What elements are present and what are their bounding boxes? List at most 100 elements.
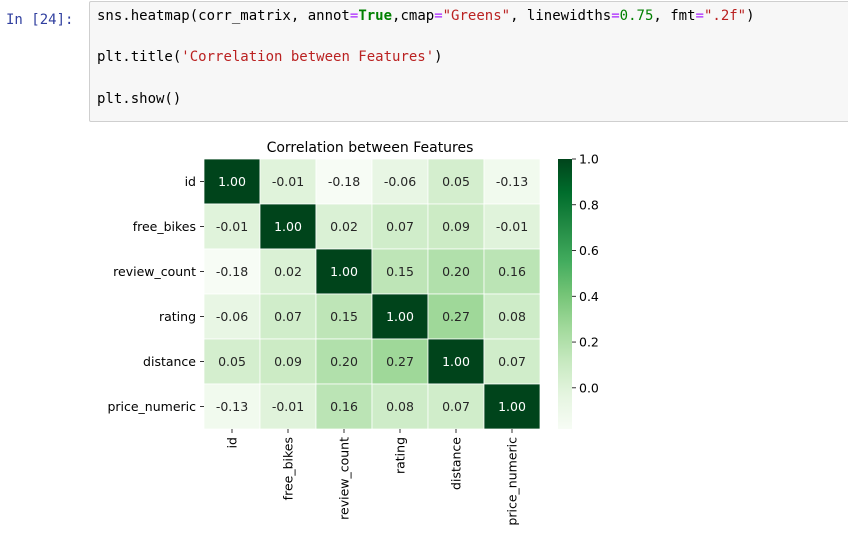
code-token: ) [434, 49, 443, 65]
heatmap-cell-annotation: 0.20 [330, 354, 358, 369]
heatmap-cell-annotation: -0.18 [216, 264, 248, 279]
code-line: plt.title('Correlation between Features'… [97, 49, 443, 65]
x-tick-label: free_bikes [281, 437, 296, 500]
heatmap-cell-annotation: -0.01 [272, 174, 304, 189]
heatmap-cell-annotation: 0.08 [386, 399, 414, 414]
heatmap-cell-annotation: 0.15 [330, 309, 358, 324]
heatmap-cell [203, 293, 261, 340]
code-token: plt.show() [97, 91, 182, 107]
colorbar-tick-label: 0.0 [579, 380, 599, 395]
heatmap-cell-annotation: 0.05 [218, 354, 246, 369]
heatmap-cell [259, 338, 317, 385]
heatmap-cell-annotation: 1.00 [386, 309, 414, 324]
x-tick-label: price_numeric [505, 437, 520, 526]
heatmap-cell-annotation: -0.01 [496, 219, 528, 234]
heatmap-cell-annotation: 0.02 [330, 219, 358, 234]
heatmap-cell [315, 383, 373, 430]
y-tick-label: id [185, 174, 196, 189]
heatmap-cell-annotation: -0.13 [216, 399, 248, 414]
heatmap-cell [427, 383, 485, 430]
heatmap-cell-annotation: 0.09 [442, 219, 470, 234]
heatmap-cell-annotation: 0.27 [442, 309, 470, 324]
heatmap-cell [203, 338, 261, 385]
code-token: = [434, 8, 443, 24]
heatmap-cell [371, 338, 429, 385]
heatmap-cell-annotation: 0.05 [442, 174, 470, 189]
code-token: = [349, 8, 359, 24]
heatmap-cell-annotation: 1.00 [274, 219, 302, 234]
heatmap-cell-annotation: 0.07 [274, 309, 302, 324]
colorbar-tick-label: 0.4 [579, 289, 599, 304]
heatmap-cell [483, 293, 541, 340]
x-tick-label: review_count [337, 437, 352, 520]
heatmap-cell [427, 203, 485, 250]
heatmap-cell-annotation: 0.07 [498, 354, 526, 369]
heatmap-cell [371, 248, 429, 295]
heatmap-cell [315, 338, 373, 385]
code-token: "Greens" [442, 8, 511, 24]
heatmap-cell-annotation: 0.08 [498, 309, 526, 324]
heatmap-cell [259, 203, 317, 250]
correlation-heatmap: Correlation between Features 1.00 -0.01 -0… [107, 140, 599, 526]
heatmap-cell-annotation: 0.07 [442, 399, 470, 414]
heatmap-cell [259, 383, 317, 430]
heatmap-cell [315, 248, 373, 295]
heatmap-cell-annotation: -0.01 [272, 399, 304, 414]
heatmap-cell-annotation: 0.07 [386, 219, 414, 234]
code-token: = [695, 8, 704, 24]
heatmap-cell [315, 203, 373, 250]
heatmap-cell-annotation: 0.27 [386, 354, 414, 369]
heatmap-cell-annotation: -0.06 [384, 174, 416, 189]
heatmap-cell-annotation: 1.00 [218, 174, 246, 189]
code-line: plt.show() [97, 91, 181, 107]
heatmap-cell [483, 383, 541, 430]
y-tick-label: distance [143, 354, 196, 369]
heatmap-cell [427, 293, 485, 340]
colorbar-tick-label: 1.0 [579, 152, 599, 167]
code-token: ".2f" [703, 8, 747, 24]
cell-output-area: Correlation between Features 1.00 -0.01 -0… [89, 125, 848, 547]
x-tick-label: distance [449, 437, 464, 490]
code-line: sns.heatmap(corr_matrix, annot=True,cmap… [97, 8, 755, 24]
heatmap-cell [371, 203, 429, 250]
y-tick-label: free_bikes [133, 219, 196, 234]
chart-title: Correlation between Features [267, 140, 474, 156]
heatmap-cell-annotation: 0.20 [442, 264, 470, 279]
y-tick-label: review_count [113, 264, 196, 279]
code-token: , fmt [653, 8, 696, 24]
heatmap-cell [427, 338, 485, 385]
code-token: ,cmap [392, 8, 435, 24]
y-tick-label: price_numeric [107, 399, 196, 414]
heatmap-cell-annotation: 1.00 [330, 264, 358, 279]
x-tick-label: rating [393, 437, 408, 474]
heatmap-cell [483, 203, 541, 250]
heatmap-cell [427, 248, 485, 295]
heatmap-cell-annotation: -0.18 [328, 174, 360, 189]
code-token: 0.75 [619, 8, 654, 24]
heatmap-cell [315, 293, 373, 340]
heatmap-cell [203, 248, 261, 295]
heatmap-cell [483, 338, 541, 385]
heatmap-cell-annotation: 0.16 [498, 264, 526, 279]
heatmap-cell-annotation: -0.01 [216, 219, 248, 234]
y-tick-label: rating [159, 309, 196, 324]
heatmap-cell [483, 248, 541, 295]
heatmap-cell-annotation: 0.16 [330, 399, 358, 414]
heatmap-cell [259, 293, 317, 340]
heatmap-cell [259, 158, 317, 205]
heatmap-cell-annotation: 1.00 [498, 399, 526, 414]
code-token: sns.heatmap(corr_matrix, annot [97, 8, 350, 24]
x-tick-label: id [225, 437, 240, 448]
heatmap-cell-annotation: 0.09 [274, 354, 302, 369]
code-token: plt.title( [97, 49, 182, 65]
heatmap-cell-annotation: -0.06 [216, 309, 248, 324]
code-input-area[interactable]: sns.heatmap(corr_matrix, annot=True,cmap… [89, 1, 848, 122]
code-token: ) [746, 8, 755, 24]
code-token: = [611, 8, 620, 24]
cell-prompt: In [24]: [6, 12, 74, 28]
colorbar-tick-label: 0.2 [579, 335, 599, 350]
colorbar [558, 159, 572, 429]
heatmap-cell-annotation: 1.00 [442, 354, 470, 369]
colorbar-tick-label: 0.6 [579, 243, 599, 258]
code-token: 'Correlation between Features' [181, 49, 435, 65]
